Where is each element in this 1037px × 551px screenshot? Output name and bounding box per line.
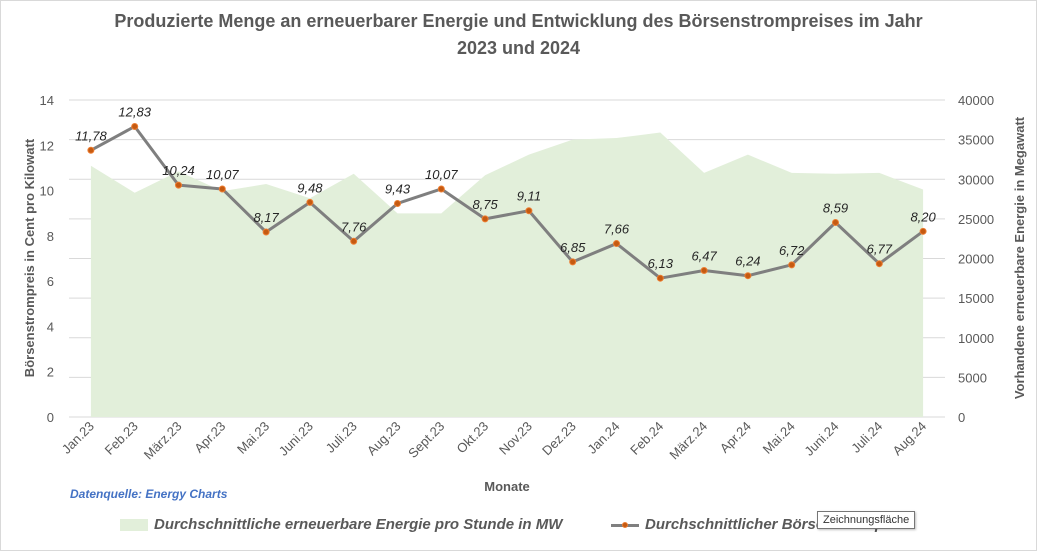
x-tick-label: Juli.23 <box>323 419 360 456</box>
power-price-marker <box>700 267 708 275</box>
power-price-data-label: 6,24 <box>735 254 760 269</box>
legend-swatch-line <box>611 519 639 531</box>
y-right-tick-label: 40000 <box>958 93 994 108</box>
x-tick-label: Sept.23 <box>405 419 447 461</box>
y-left-tick-label: 14 <box>40 93 54 108</box>
power-price-data-label: 8,17 <box>253 210 279 225</box>
x-tick-label: Feb.23 <box>102 419 141 458</box>
x-tick-label: Dez.23 <box>539 419 579 459</box>
power-price-marker <box>525 207 533 215</box>
y-left-tick-label: 10 <box>40 184 54 199</box>
power-price-line <box>90 124 924 280</box>
power-price-data-label: 6,13 <box>648 256 674 271</box>
chart-title: Produzierte Menge an erneuerbarer Energi… <box>0 8 1037 62</box>
renewable-energy-area <box>90 132 924 417</box>
power-price-marker <box>744 272 752 280</box>
y-right-tick-label: 0 <box>958 410 965 425</box>
x-tick-label: Okt.23 <box>454 419 492 457</box>
x-tick-label: Aug.24 <box>889 419 929 459</box>
x-tick-label: Apr.24 <box>717 419 754 456</box>
x-tick-label: Mai.24 <box>760 419 798 457</box>
power-price-marker <box>832 218 839 226</box>
power-price-data-label: 6,47 <box>691 249 717 264</box>
y-right-tick-label: 5000 <box>958 370 987 385</box>
power-price-marker <box>437 185 445 193</box>
y-left-tick-label: 8 <box>47 229 54 244</box>
power-price-data-label: 10,07 <box>206 167 239 182</box>
power-price-data-label: 7,66 <box>604 222 630 237</box>
y-left-tick-label: 6 <box>47 274 54 289</box>
x-tick-label: Juni.23 <box>276 419 316 459</box>
power-price-marker <box>306 198 314 206</box>
y-right-tick-label: 35000 <box>958 133 994 148</box>
power-price-marker <box>131 122 139 130</box>
y-right-tick-label: 10000 <box>958 331 994 346</box>
y-left-tick-label: 0 <box>47 410 54 425</box>
power-price-marker <box>175 181 182 189</box>
y-left-axis-title: Börsenstrompreis in Cent pro Kilowatt <box>22 138 37 377</box>
y-left-tick-label: 12 <box>40 138 54 153</box>
x-tick-label: Jan.23 <box>59 419 97 457</box>
power-price-data-label: 8,75 <box>472 197 498 212</box>
x-tick-label: Aug.23 <box>364 419 404 459</box>
x-tick-label: März.24 <box>666 419 710 463</box>
power-price-marker <box>350 237 358 245</box>
power-price-data-label: 9,48 <box>297 180 323 195</box>
y-left-tick-label: 4 <box>47 319 54 334</box>
power-price-data-label: 6,72 <box>779 243 805 258</box>
x-tick-label: Juni.24 <box>801 419 841 459</box>
x-tick-label: Apr.23 <box>191 419 228 456</box>
power-price-marker <box>394 199 401 207</box>
power-price-marker <box>613 240 620 248</box>
power-price-data-label: 9,11 <box>517 189 541 204</box>
power-price-data-label: 7,76 <box>341 219 367 234</box>
power-price-marker <box>569 258 577 266</box>
x-tick-label: Juli.24 <box>848 419 885 456</box>
x-axis-title: Monate <box>484 479 530 494</box>
power-price-marker <box>87 146 95 154</box>
power-price-data-label: 6,77 <box>867 242 893 257</box>
legend-label-renewable-energy: Durchschnittliche erneuerbare Energie pr… <box>154 516 563 533</box>
power-price-marker <box>919 227 927 235</box>
power-price-data-label: 10,24 <box>162 163 195 178</box>
power-price-marker <box>481 215 489 223</box>
power-price-marker <box>262 228 270 236</box>
chart-title-line-2: 2023 und 2024 <box>456 38 581 58</box>
y-right-tick-label: 20000 <box>958 252 994 267</box>
source-note: Datenquelle: Energy Charts <box>70 487 228 501</box>
power-price-data-label: 6,85 <box>560 240 586 255</box>
power-price-data-label: 11,78 <box>75 128 107 143</box>
y-right-tick-label: 25000 <box>958 212 994 227</box>
power-price-marker <box>656 274 664 282</box>
legend-item-renewable-energy[interactable]: Durchschnittliche erneuerbare Energie pr… <box>120 516 562 533</box>
power-price-data-label: 10,07 <box>425 167 458 182</box>
power-price-marker <box>788 261 796 269</box>
y-left-tick-label: 2 <box>47 365 54 380</box>
y-right-tick-label: 15000 <box>958 291 994 306</box>
power-price-marker <box>875 260 883 268</box>
x-tick-label: Feb.24 <box>627 419 666 458</box>
power-price-data-label: 8,59 <box>823 200 848 215</box>
legend-swatch-area <box>120 518 148 531</box>
chart-title-line-1: Produzierte Menge an erneuerbarer Energi… <box>114 11 923 31</box>
x-tick-label: Nov.23 <box>496 419 535 458</box>
power-price-marker <box>218 185 226 193</box>
power-price-data-label: 12,83 <box>118 104 151 119</box>
x-tick-label: März.23 <box>141 419 185 463</box>
plot-area-tooltip: Zeichnungsfläche <box>817 511 916 529</box>
y-right-tick-label: 30000 <box>958 172 994 187</box>
x-tick-label: Mai.23 <box>234 419 272 457</box>
y-right-axis-title: Vorhandene erneuerbare Energie in Megawa… <box>1012 116 1027 399</box>
power-price-data-label: 9,43 <box>385 181 411 196</box>
x-tick-label: Jan.24 <box>584 419 622 457</box>
power-price-data-label: 8,20 <box>910 209 936 224</box>
